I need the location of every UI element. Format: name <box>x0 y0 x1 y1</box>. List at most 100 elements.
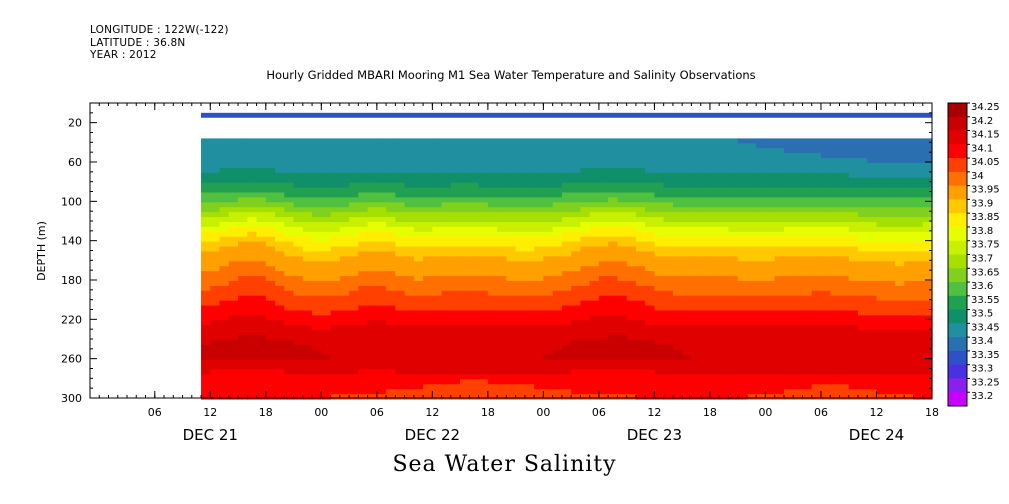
heatmap-cell <box>506 325 517 331</box>
heatmap-cell <box>238 251 248 257</box>
heatmap-cell <box>201 359 211 366</box>
heatmap-cell <box>219 290 230 297</box>
heatmap-cell <box>515 369 526 375</box>
heatmap-cell <box>506 212 517 218</box>
x-day-label: DEC 23 <box>627 426 682 444</box>
heatmap-cell <box>543 182 554 189</box>
heatmap-cell <box>580 172 591 179</box>
heatmap-cell <box>746 143 757 149</box>
heatmap-cell <box>302 172 313 179</box>
heatmap-cell <box>330 389 341 395</box>
heatmap-cell <box>441 158 452 164</box>
heatmap-cell <box>487 177 498 184</box>
heatmap-cell <box>811 182 822 189</box>
heatmap-cell <box>756 359 767 366</box>
heatmap-cell <box>330 339 341 346</box>
heatmap-cell <box>228 221 239 228</box>
heatmap-cell <box>608 153 618 159</box>
heatmap-cell <box>783 143 794 149</box>
heatmap-cell <box>201 217 211 223</box>
heatmap-cell <box>450 236 461 243</box>
heatmap-cell <box>626 295 637 302</box>
heatmap-cell <box>358 187 369 194</box>
heatmap-cell <box>876 354 887 361</box>
heatmap-cell <box>321 187 332 194</box>
heatmap-cell <box>543 172 554 179</box>
heatmap-cell <box>848 162 859 169</box>
heatmap-cell <box>672 300 683 307</box>
heatmap-cell <box>691 280 702 287</box>
heatmap-cell <box>487 339 498 346</box>
heatmap-cell <box>524 187 535 194</box>
heatmap-cell <box>802 167 813 174</box>
heatmap-cell <box>552 202 563 208</box>
heatmap-cell <box>413 389 424 395</box>
heatmap-cell <box>663 153 674 159</box>
heatmap-cell <box>663 158 674 164</box>
heatmap-cell <box>913 389 924 395</box>
heatmap-cell <box>737 364 748 371</box>
heatmap-cell <box>497 148 507 154</box>
heatmap-cell <box>219 177 230 184</box>
heatmap-cell <box>571 394 581 400</box>
heatmap-cell <box>756 315 767 321</box>
heatmap-cell <box>635 202 646 208</box>
heatmap-cell <box>672 344 683 351</box>
heatmap-cell <box>478 389 489 395</box>
heatmap-cell <box>922 379 933 385</box>
heatmap-cell <box>691 389 702 395</box>
heatmap-cell <box>672 369 683 375</box>
heatmap-cell <box>293 389 304 395</box>
heatmap-cell <box>820 379 831 385</box>
heatmap-cell <box>756 246 767 253</box>
heatmap-cell <box>265 339 276 346</box>
heatmap-cell <box>756 394 767 400</box>
heatmap-cell <box>598 320 609 326</box>
heatmap-cell <box>672 241 683 248</box>
heatmap-cell <box>589 231 600 238</box>
heatmap-cell <box>774 236 785 243</box>
heatmap-cell <box>811 153 822 159</box>
heatmap-cell <box>312 305 322 312</box>
heatmap-cell <box>580 221 591 228</box>
heatmap-cell <box>349 389 359 395</box>
heatmap-cell <box>737 320 748 326</box>
heatmap-cell <box>256 295 267 302</box>
heatmap-cell <box>654 241 665 248</box>
heatmap-cell <box>293 364 304 371</box>
heatmap-cell <box>617 354 628 361</box>
heatmap-cell <box>469 276 480 282</box>
heatmap-cell <box>543 271 554 277</box>
heatmap-cell <box>913 285 924 292</box>
heatmap-cell <box>728 354 739 361</box>
heatmap-cell <box>450 276 461 282</box>
heatmap-cell <box>349 290 359 297</box>
heatmap-cell <box>423 231 433 238</box>
heatmap-cell <box>598 138 609 144</box>
heatmap-cell <box>885 207 896 213</box>
heatmap-cell <box>654 344 665 351</box>
heatmap-cell <box>228 330 239 336</box>
heatmap-cell <box>247 138 258 144</box>
heatmap-cell <box>774 280 785 287</box>
heatmap-cell <box>395 315 406 321</box>
heatmap-cell <box>663 276 674 282</box>
heatmap-cell <box>848 280 859 287</box>
heatmap-cell <box>293 320 304 326</box>
heatmap-cell <box>802 261 813 267</box>
heatmap-cell <box>580 330 591 336</box>
heatmap-cell <box>515 285 526 292</box>
heatmap-cell <box>746 384 757 390</box>
heatmap-cell <box>404 226 415 233</box>
heatmap-cell <box>645 158 656 164</box>
heatmap-cell <box>312 266 322 272</box>
heatmap-cell <box>219 207 230 213</box>
heatmap-cell <box>349 192 359 198</box>
heatmap-cell <box>820 153 831 159</box>
heatmap-cell <box>672 305 683 312</box>
heatmap-cell <box>487 226 498 233</box>
heatmap-cell <box>571 379 581 385</box>
heatmap-cell <box>312 344 322 351</box>
heatmap-cell <box>691 339 702 346</box>
heatmap-cell <box>811 177 822 184</box>
